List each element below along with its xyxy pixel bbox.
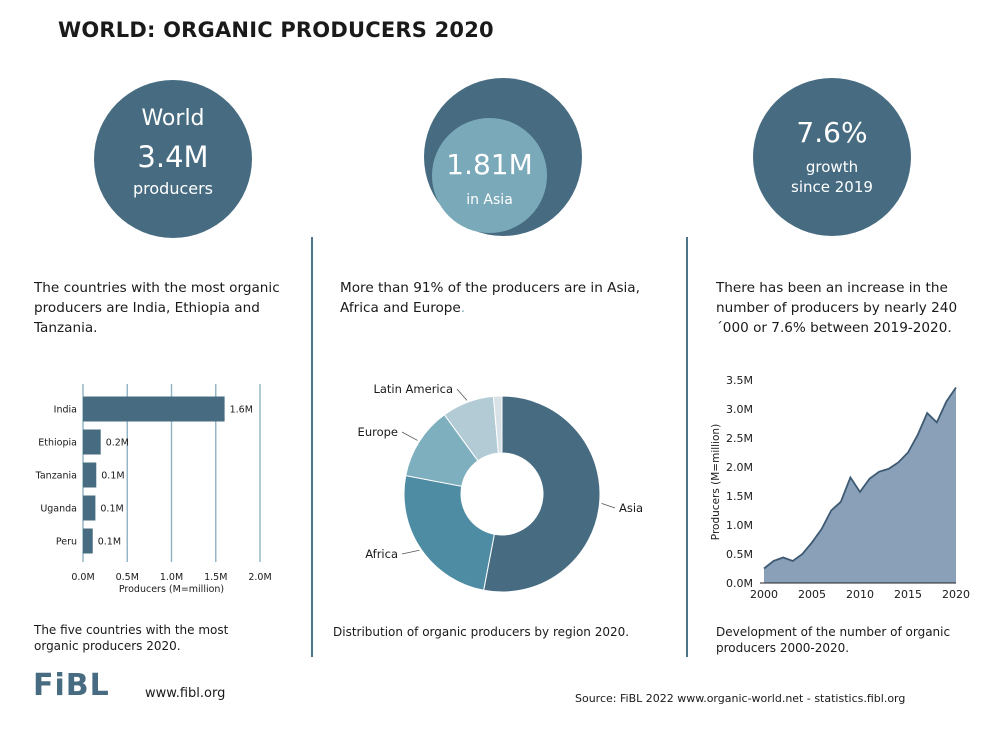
bar-uganda bbox=[83, 495, 96, 521]
website-link[interactable]: www.fibl.org bbox=[145, 686, 226, 701]
growth-circle: 7.6% growth since 2019 bbox=[753, 78, 911, 236]
bar-tanzania bbox=[83, 462, 97, 488]
asia-circle-value: 1.81M bbox=[446, 148, 533, 181]
growth-circle-line2: growth bbox=[805, 158, 859, 176]
bar-category-label: Uganda bbox=[40, 504, 77, 515]
growth-circle-value: 7.6% bbox=[796, 116, 868, 149]
bar-india bbox=[83, 396, 225, 422]
asia-circle-label: in Asia bbox=[466, 192, 513, 208]
panel2-caption: Distribution of organic producers by reg… bbox=[333, 625, 630, 639]
donut-leader-line bbox=[601, 503, 616, 509]
asia-inner-circle: 1.81M in Asia bbox=[432, 118, 547, 233]
donut-label: Africa bbox=[365, 547, 398, 561]
area-y-axis-title: Producers (M=million) bbox=[710, 424, 722, 540]
bar-x-tick-label: 1.0M bbox=[160, 572, 183, 583]
area-y-tick-label: 2.5M bbox=[726, 432, 753, 445]
divider-left bbox=[311, 237, 313, 657]
bar-x-tick-label: 1.5M bbox=[204, 572, 227, 583]
area-y-tick-label: 1.5M bbox=[726, 490, 753, 503]
donut-slice-asia bbox=[483, 395, 601, 593]
source-note: Source: FiBL 2022 www.organic-world.net … bbox=[575, 692, 906, 705]
area-y-tick-label: 1.0M bbox=[726, 519, 753, 532]
area-y-tick-label: 0.0M bbox=[726, 577, 753, 590]
world-circle-value: 3.4M bbox=[137, 140, 209, 174]
panel1-caption: The five countries with the most organic… bbox=[34, 623, 229, 653]
bar-x-tick-label: 2.0M bbox=[248, 572, 271, 583]
area-y-tick-label: 2.0M bbox=[726, 461, 753, 474]
donut-label: Latin America bbox=[373, 382, 453, 396]
bar-value-label: 0.1M bbox=[101, 471, 124, 482]
growth-circle-line3: since 2019 bbox=[791, 178, 873, 196]
panel3-caption: Development of the number of organic pro… bbox=[716, 625, 951, 655]
panel2-description-text: More than 91% of the producers are in As… bbox=[340, 280, 640, 316]
donut-label: Asia bbox=[619, 501, 643, 515]
divider-right bbox=[686, 237, 688, 657]
bar-category-label: Tanzania bbox=[35, 471, 77, 482]
donut-leader-line bbox=[456, 388, 468, 401]
bar-category-label: Peru bbox=[56, 537, 77, 548]
region-donut-chart: Asia Africa Europe Latin America bbox=[358, 382, 643, 593]
area-x-tick-label: 2015 bbox=[894, 588, 922, 601]
bar-x-axis-title: Producers (M=million) bbox=[119, 584, 224, 595]
area-x-tick-label: 2020 bbox=[942, 588, 970, 601]
bar-value-label: 0.1M bbox=[100, 504, 123, 515]
donut-label: Europe bbox=[358, 425, 398, 439]
producers-area-chart: 0.0M 0.5M 1.0M 1.5M 2.0M 2.5M 3.0M 3.5M 2000 2005… bbox=[710, 374, 970, 601]
bar-category-label: India bbox=[54, 405, 77, 416]
world-total-circle: World 3.4M producers bbox=[94, 80, 252, 238]
bar-x-tick-label: 0.5M bbox=[116, 572, 139, 583]
bar-ethiopia bbox=[83, 429, 101, 455]
fibl-logo: FiBL bbox=[33, 668, 110, 703]
area-y-tick-label: 3.5M bbox=[726, 374, 753, 387]
donut-leader-line bbox=[401, 431, 418, 441]
panel3-description: There has been an increase in the number… bbox=[716, 280, 958, 336]
panel2-description: More than 91% of the producers are in As… bbox=[340, 278, 640, 318]
world-circle-unit: producers bbox=[132, 179, 214, 198]
donut-leader-line bbox=[401, 549, 420, 555]
page-title: WORLD: ORGANIC PRODUCERS 2020 bbox=[58, 18, 494, 42]
panel1-description: The countries with the most organic prod… bbox=[34, 280, 280, 336]
top-countries-bar-chart: 0.0M 0.5M 1.0M 1.5M 2.0M India 1.6M Ethiopia 0.2… bbox=[35, 384, 272, 595]
world-circle-line1: World bbox=[141, 106, 205, 131]
bar-value-label: 0.2M bbox=[106, 438, 129, 449]
area-x-tick-label: 2010 bbox=[846, 588, 874, 601]
bar-x-tick-label: 0.0M bbox=[71, 572, 94, 583]
panel2-description-dot: . bbox=[460, 300, 466, 316]
bar-peru bbox=[83, 528, 93, 554]
bar-value-label: 1.6M bbox=[230, 405, 253, 416]
area-fill bbox=[764, 387, 956, 583]
area-y-tick-label: 3.0M bbox=[726, 403, 753, 416]
area-line bbox=[763, 387, 957, 570]
bar-category-label: Ethiopia bbox=[38, 438, 77, 449]
donut-slice-other bbox=[492, 395, 503, 454]
area-x-tick-label: 2000 bbox=[750, 588, 778, 601]
donut-slice-africa bbox=[403, 475, 495, 591]
bar-value-label: 0.1M bbox=[98, 537, 121, 548]
area-x-tick-label: 2005 bbox=[798, 588, 826, 601]
area-y-tick-label: 0.5M bbox=[726, 548, 753, 561]
